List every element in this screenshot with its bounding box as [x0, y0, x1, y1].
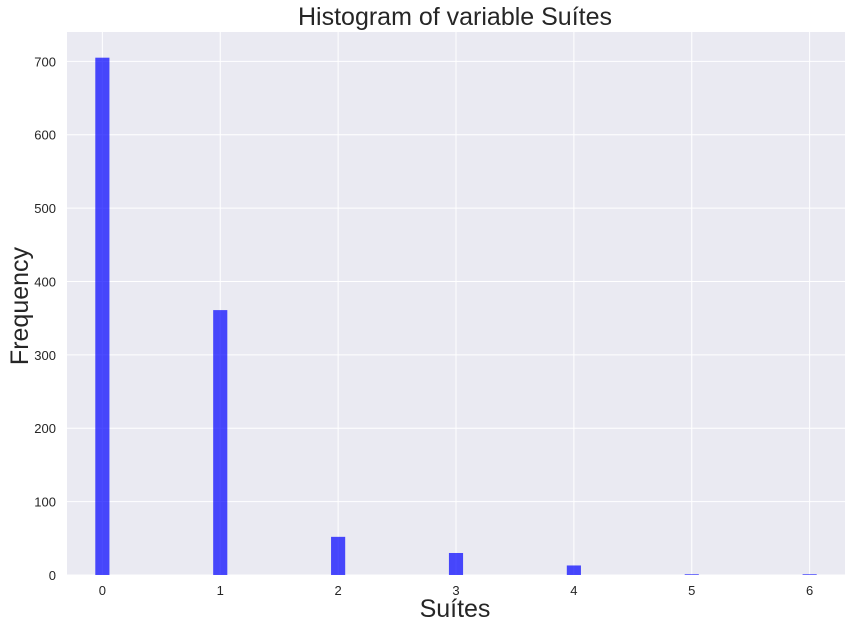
x-tick-label: 6 [806, 583, 813, 598]
x-tick-label: 2 [335, 583, 342, 598]
x-tick-label: 1 [217, 583, 224, 598]
y-tick-labels: 0 100 200 300 400 500 600 700 [34, 54, 56, 583]
y-axis-label: Frequency [6, 246, 34, 365]
chart-title: Histogram of variable Suítes [298, 3, 612, 31]
y-tick-label: 300 [34, 348, 56, 363]
y-tick-label: 400 [34, 274, 56, 289]
histogram-bar [684, 574, 699, 575]
x-tick-label: 5 [688, 583, 695, 598]
histogram-bar [95, 57, 110, 575]
y-tick-label: 500 [34, 201, 56, 216]
histogram-bar [331, 536, 346, 575]
bars [95, 57, 817, 575]
x-tick-label: 0 [99, 583, 106, 598]
x-tick-label: 4 [570, 583, 577, 598]
y-tick-label: 700 [34, 54, 56, 69]
x-axis-label: Suítes [420, 595, 491, 623]
y-tick-label: 0 [49, 568, 56, 583]
y-tick-label: 600 [34, 128, 56, 143]
y-tick-label: 100 [34, 495, 56, 510]
y-tick-label: 200 [34, 421, 56, 436]
x-tick-label: 3 [452, 583, 459, 598]
histogram-bar [448, 552, 464, 575]
histogram-bar [802, 574, 817, 575]
x-tick-labels: 0 1 2 3 4 5 6 [99, 583, 814, 598]
histogram-bar [213, 310, 228, 575]
histogram-bar [566, 565, 581, 575]
